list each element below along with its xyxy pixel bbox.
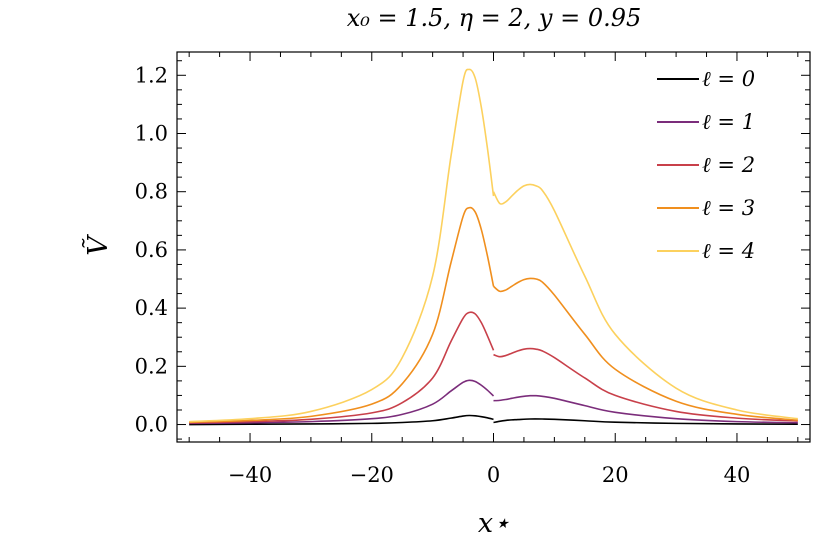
series-4-left-curve [189,68,495,423]
series-0-left-curve [189,414,494,426]
y-axis-label: Ṽ [81,234,114,256]
y-tick-label: 1.0 [135,121,168,145]
x-tick-label: −20 [350,463,394,487]
x-tick-label: 0 [487,463,500,487]
y-tick-label: 0.0 [135,413,168,437]
series-2-left-curve [189,311,495,424]
legend-label-1: ℓ = 1 [702,110,755,134]
legend-label-4: ℓ = 4 [702,239,755,263]
series-1-right-curve [493,394,798,424]
series-3-left-curve [189,206,495,424]
chart-title: x₀ = 1.5, η = 2, y = 0.95 [347,4,642,32]
x-tick-labels: −40 −20 0 20 40 [228,463,750,487]
plot-area [176,51,811,443]
y-tick-label: 1.2 [135,63,168,87]
legend: ℓ = 0 ℓ = 1 ℓ = 2 ℓ = 3 ℓ = 4 [657,67,755,263]
x-tick-label: −40 [228,463,272,487]
x-tick-label: 20 [602,463,629,487]
series-3-right-curve [492,277,798,421]
series-0-right-curve [493,418,798,426]
series-2-right-curve [493,347,798,422]
y-tick-label: 0.6 [135,238,168,262]
x-tick-label: 40 [724,463,751,487]
y-tick-label: 0.2 [135,354,168,378]
x-axis-label: x⋆ [478,508,510,539]
y-tick-label: 0.4 [135,296,168,320]
series-1-left-curve [189,379,495,425]
legend-label-3: ℓ = 3 [702,196,755,220]
series-4-right-curve [492,183,798,420]
legend-label-2: ℓ = 2 [702,153,755,177]
y-tick-label: 0.8 [135,180,168,204]
legend-label-0: ℓ = 0 [702,67,755,91]
y-tick-labels: 0.0 0.2 0.4 0.6 0.8 1.0 1.2 [135,63,168,436]
